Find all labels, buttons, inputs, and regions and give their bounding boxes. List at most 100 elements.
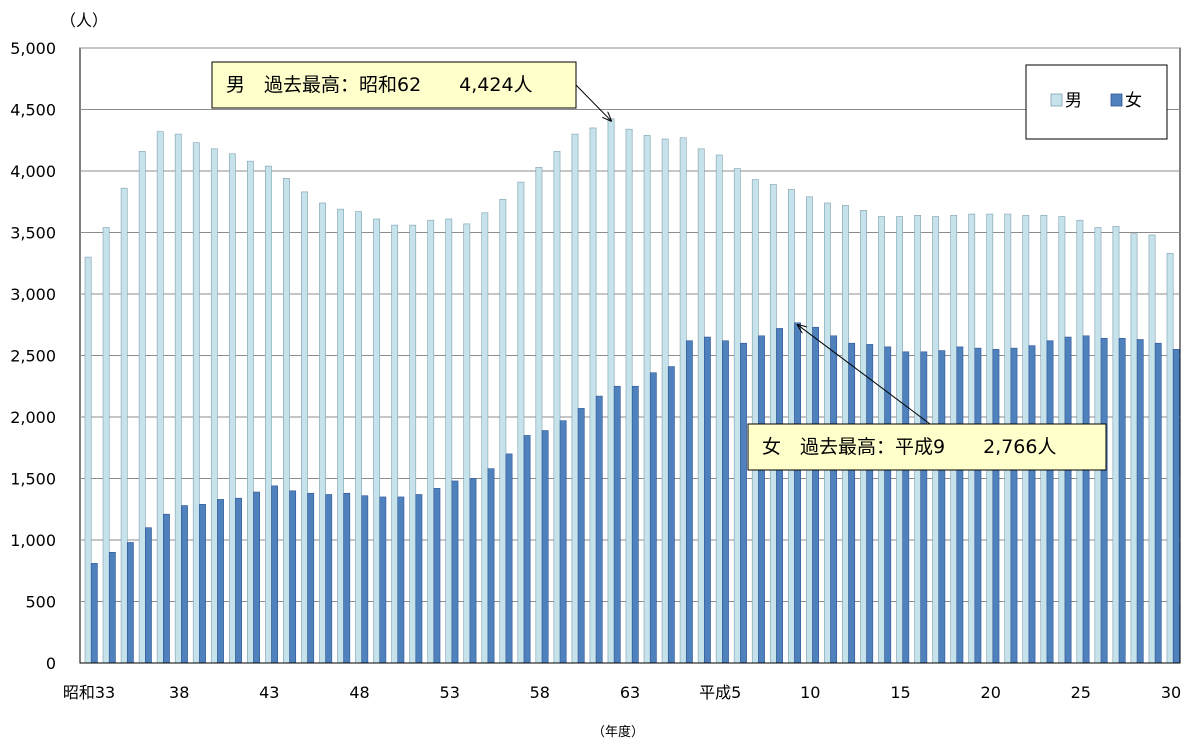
bar-female (145, 527, 152, 664)
y-tick-label: 2,000 (10, 408, 56, 427)
bar-male (228, 153, 236, 664)
bar-female (289, 490, 297, 664)
bar-female (271, 485, 279, 664)
bar-female (90, 563, 98, 664)
bar-female (217, 499, 224, 664)
bar-female (523, 435, 531, 664)
bar-male (102, 227, 110, 664)
y-tick-label: 5,000 (10, 39, 56, 58)
y-tick-label: 500 (25, 593, 56, 612)
bar-female (758, 335, 765, 664)
bar-male (535, 167, 543, 664)
legend-swatch-male (1050, 93, 1063, 107)
bar-male (337, 208, 344, 664)
x-tick-label: 20 (981, 683, 1001, 702)
bar-male (1166, 253, 1174, 664)
bar-male (679, 137, 687, 664)
bar-female (866, 344, 874, 664)
y-tick-label: 2,500 (10, 347, 56, 366)
bar-male (192, 142, 200, 664)
bar-male (697, 148, 705, 664)
bar-female (902, 351, 910, 664)
bar-female (415, 494, 423, 664)
bar-male (481, 212, 489, 664)
bar-female (992, 349, 1000, 664)
bar-female (1100, 337, 1108, 664)
bar-male (553, 151, 561, 664)
bar-male (463, 223, 471, 664)
y-tick-label: 3,000 (10, 285, 56, 304)
bar-male (499, 198, 507, 664)
bar-female (812, 326, 820, 664)
bar-male (751, 179, 759, 664)
bar-male (138, 151, 146, 664)
bar-female (704, 336, 711, 664)
legend-label-female: 女 (1125, 91, 1142, 111)
bar-female (343, 492, 351, 664)
bar-male (156, 131, 164, 664)
bar-female (848, 342, 856, 664)
annotation-box (747, 423, 1107, 471)
bar-female (505, 453, 513, 664)
y-tick-label: 4,000 (10, 162, 56, 181)
bar-female (794, 322, 801, 664)
bar-male (283, 178, 290, 664)
bar-female (1046, 340, 1054, 664)
bar-female (235, 497, 242, 664)
y-tick-label: 1,500 (10, 470, 56, 489)
bar-female (1118, 337, 1126, 664)
x-axis-label: （年度） (592, 724, 644, 740)
bar-female (1172, 349, 1180, 664)
bar-female (1154, 342, 1162, 664)
bar-female (722, 340, 729, 664)
bar-male (301, 191, 308, 664)
bar-female (559, 420, 567, 664)
annotation-arrow (798, 325, 931, 425)
bar-female (667, 366, 675, 664)
bar-male (445, 218, 453, 664)
x-tick-label: 38 (169, 683, 189, 702)
x-tick-label: 63 (620, 683, 640, 702)
bar-male (715, 154, 723, 664)
bar-female (199, 504, 206, 664)
bar-male (265, 165, 272, 664)
bar-male (84, 256, 92, 664)
bar-male (174, 133, 182, 664)
y-tick-label: 1,000 (10, 531, 56, 550)
bar-female (163, 513, 170, 664)
bar-male (355, 211, 362, 664)
bar-female (631, 385, 639, 664)
bar-female (126, 542, 134, 664)
bar-female (379, 496, 387, 664)
y-tick-label: 0 (46, 654, 56, 673)
bar-male (427, 219, 435, 664)
bar-male (1148, 234, 1156, 664)
axes: 0 500 1,000 1,500 2,000 2,500 3,000 3,500 4,000 4… (10, 39, 1181, 702)
y-tick-label: 3,500 (10, 224, 56, 243)
legend-swatch-female (1110, 93, 1123, 107)
bar-female (541, 430, 549, 664)
bar-male (517, 181, 525, 664)
bar-female (325, 494, 333, 664)
bar-male (571, 133, 579, 664)
bar-male (247, 160, 254, 664)
y-axis-unit-label: （人） (60, 11, 108, 30)
bar-female (830, 335, 838, 664)
bar-male (661, 138, 669, 664)
y-tick-label: 4,500 (10, 101, 56, 120)
bar-female (685, 340, 693, 664)
bar-male (733, 168, 741, 664)
bar-female (920, 351, 928, 664)
bar-female (577, 408, 585, 664)
bar-male (1130, 233, 1138, 664)
bar-female (649, 372, 657, 664)
x-tick-label: 10 (800, 683, 820, 702)
x-tick-label: 15 (890, 683, 910, 702)
x-tick-label: 58 (530, 683, 550, 702)
bar-female (956, 346, 964, 664)
bar-female (1010, 347, 1018, 664)
annotation-text: 男 過去最高：昭和62 4,424人 (226, 74, 533, 96)
